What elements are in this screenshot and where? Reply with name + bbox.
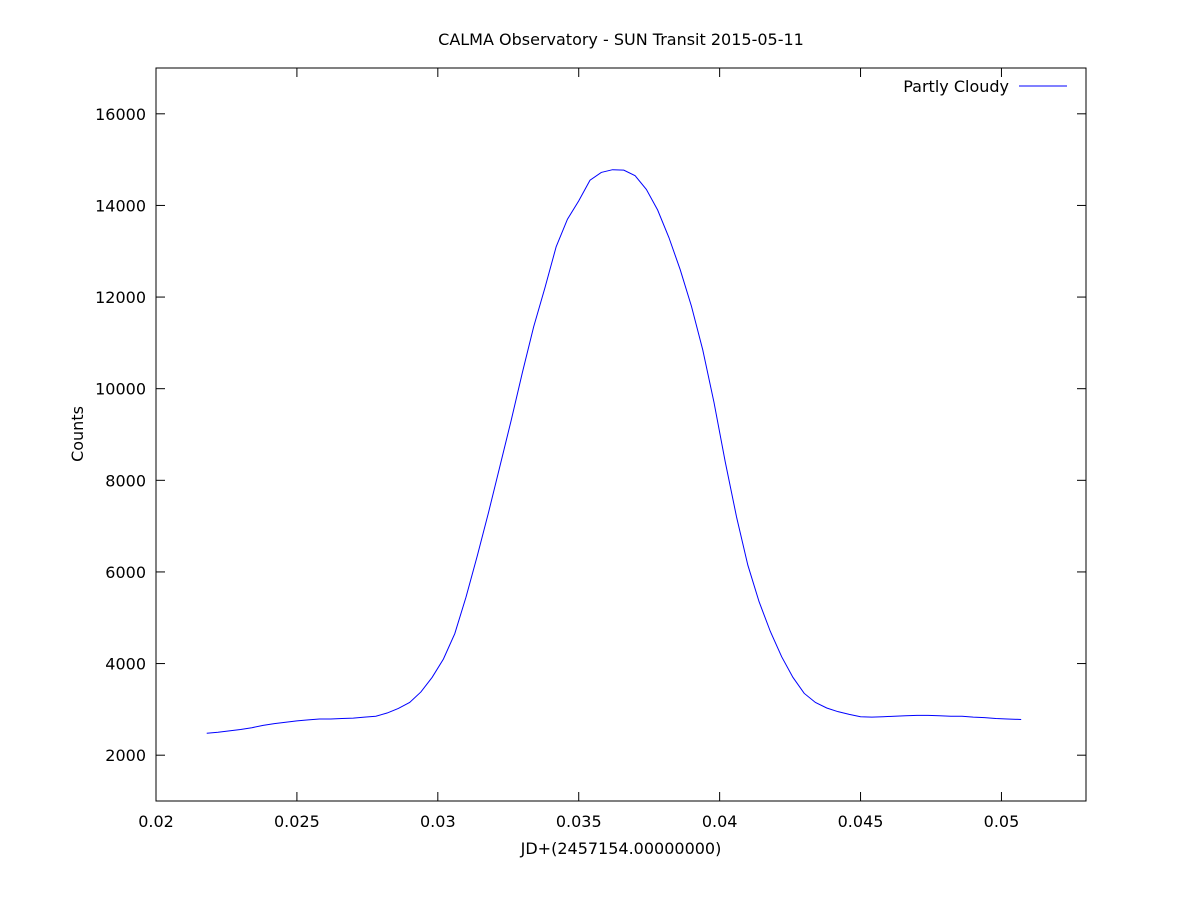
series-line-partly-cloudy xyxy=(206,169,1022,734)
x-axis-label: JD+(2457154.00000000) xyxy=(520,839,722,858)
y-tick-label: 12000 xyxy=(95,288,146,307)
legend: Partly Cloudy xyxy=(903,77,1067,96)
y-tick-label: 14000 xyxy=(95,196,146,215)
x-tick-label: 0.045 xyxy=(838,812,884,831)
chart-title: CALMA Observatory - SUN Transit 2015-05-… xyxy=(438,30,804,49)
y-axis-label: Counts xyxy=(68,406,87,462)
y-tick-label: 2000 xyxy=(105,746,146,765)
x-tick-label: 0.035 xyxy=(556,812,602,831)
y-tick-label: 16000 xyxy=(95,105,146,124)
x-tick-label: 0.025 xyxy=(274,812,320,831)
y-tick-label: 10000 xyxy=(95,380,146,399)
x-tick-label: 0.03 xyxy=(420,812,456,831)
x-tick-label: 0.04 xyxy=(702,812,738,831)
plot-frame xyxy=(155,67,1087,802)
y-tick-label: 6000 xyxy=(105,563,146,582)
x-tick-label: 0.02 xyxy=(138,812,174,831)
y-tick-label: 8000 xyxy=(105,471,146,490)
legend-label: Partly Cloudy xyxy=(903,77,1009,96)
x-tick-label: 0.05 xyxy=(984,812,1020,831)
y-tick-label: 4000 xyxy=(105,655,146,674)
